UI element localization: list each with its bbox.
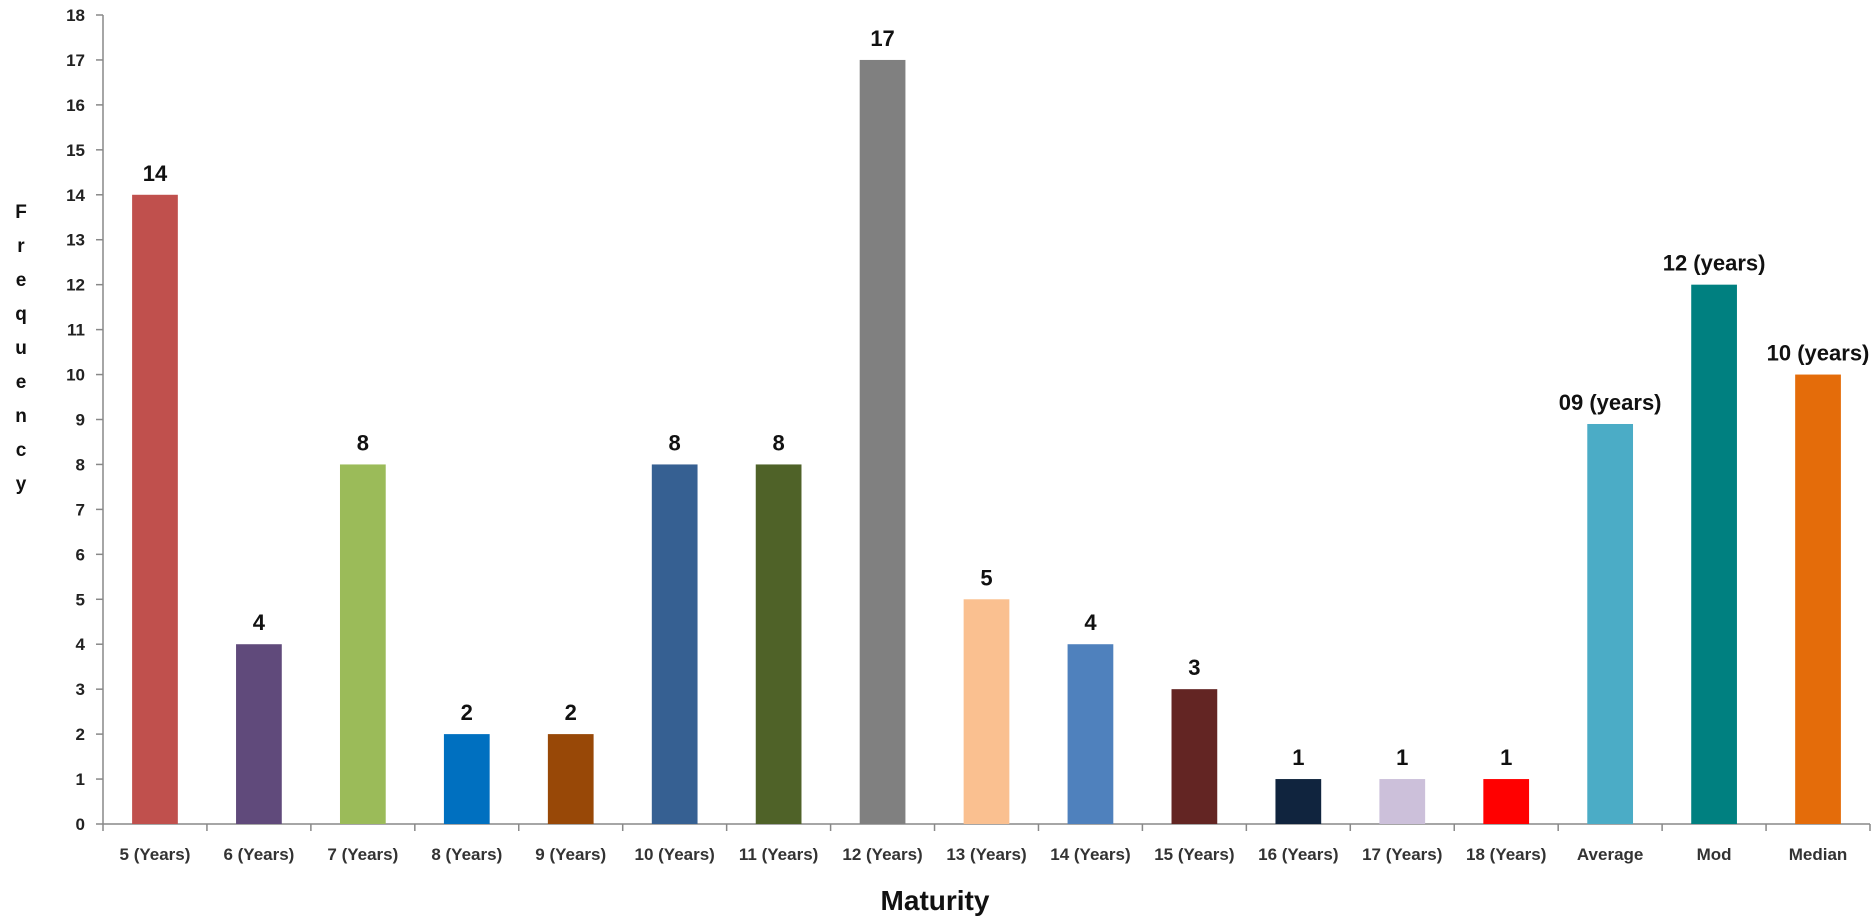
bar [339, 464, 386, 824]
x-tick-label: 17 (Years) [1362, 845, 1442, 864]
x-tick-label: 10 (Years) [635, 845, 715, 864]
x-axis: 5 (Years) 6 (Years) 7 (Years) 8 (Years) 9 (Y… [102, 823, 1871, 864]
data-label: 2 [461, 700, 473, 725]
y-tick-label: 13 [66, 231, 85, 250]
data-label: 3 [1188, 655, 1200, 680]
y-tick-label: 3 [76, 680, 85, 699]
y-tick-label: 7 [76, 500, 85, 519]
y-tick-label: 15 [66, 141, 85, 160]
x-tick-label: 7 (Years) [327, 845, 398, 864]
data-label: 17 [870, 26, 894, 51]
y-tick-label: 18 [66, 6, 85, 25]
x-tick-label: Median [1789, 845, 1848, 864]
data-label: 8 [772, 430, 784, 455]
y-tick-label: 1 [76, 770, 85, 789]
bar [1275, 779, 1322, 824]
y-axis-label-letter: e [16, 270, 27, 291]
data-label: 4 [1084, 610, 1097, 635]
data-label: 4 [253, 610, 266, 635]
y-tick-label: 4 [76, 635, 86, 654]
y-axis-label-letter: e [16, 372, 27, 393]
bar [132, 194, 178, 824]
bar [859, 59, 906, 824]
x-axis-label: Maturity [881, 885, 990, 916]
x-tick-label: 12 (Years) [842, 845, 922, 864]
data-label: 5 [980, 565, 992, 590]
x-tick-label: 8 (Years) [431, 845, 502, 864]
data-label: 10 (years) [1767, 341, 1870, 366]
y-tick-label: 6 [76, 545, 85, 564]
y-tick-label: 0 [76, 815, 85, 834]
bar [1795, 374, 1841, 824]
bar [1067, 644, 1114, 824]
y-tick-label: 8 [76, 455, 85, 474]
bar [651, 464, 698, 824]
bar [1171, 689, 1218, 824]
data-label: 14 [143, 161, 168, 186]
data-label: 8 [669, 430, 681, 455]
y-axis-label-letter: r [17, 236, 25, 257]
y-tick-label: 12 [66, 276, 85, 295]
x-tick-label: 6 (Years) [223, 845, 294, 864]
data-label: 2 [565, 700, 577, 725]
bar [1587, 423, 1634, 824]
data-labels-group: 14 4 8 2 2 8 8 17 5 4 3 1 1 1 09 (years) 12 (years) 10 (… [143, 26, 1870, 770]
y-tick-label: 17 [66, 51, 85, 70]
x-tick-label: 14 (Years) [1050, 845, 1130, 864]
data-label: 8 [357, 430, 369, 455]
x-tick-label: Mod [1697, 845, 1732, 864]
y-tick-label: 5 [76, 590, 85, 609]
bar [755, 464, 802, 824]
bar [1691, 284, 1737, 825]
y-axis-label-letter: u [15, 338, 27, 359]
y-axis-label-letter: c [16, 440, 27, 461]
bar [1483, 779, 1530, 824]
y-tick-label: 16 [66, 96, 85, 115]
data-label: 12 (years) [1663, 251, 1766, 276]
data-label: 1 [1500, 745, 1512, 770]
x-tick-label: 15 (Years) [1154, 845, 1234, 864]
y-axis-label-letter: n [15, 406, 27, 427]
bar [963, 599, 1010, 824]
data-label: 1 [1292, 745, 1304, 770]
y-axis-label-letter: q [15, 304, 27, 325]
data-label: 1 [1396, 745, 1408, 770]
x-tick-label: 16 (Years) [1258, 845, 1338, 864]
bar [443, 734, 490, 824]
y-tick-label: 9 [76, 411, 85, 430]
bar [547, 734, 594, 824]
y-tick-label: 14 [66, 186, 85, 205]
y-tick-label: 11 [67, 321, 85, 340]
data-label: 09 (years) [1559, 390, 1662, 415]
y-tick-label: 10 [66, 366, 85, 385]
x-tick-label: 18 (Years) [1466, 845, 1546, 864]
bar [1379, 779, 1426, 824]
y-axis-label-letter: y [16, 474, 27, 495]
y-axis-label-letter: F [15, 202, 27, 223]
x-tick-label: 9 (Years) [535, 845, 606, 864]
bars-group [132, 59, 1841, 825]
x-tick-label: 13 (Years) [946, 845, 1026, 864]
bar [236, 644, 282, 824]
x-tick-label: Average [1577, 845, 1643, 864]
x-tick-label: 11 (Years) [739, 845, 818, 864]
y-tick-label: 2 [76, 725, 85, 744]
x-tick-label: 5 (Years) [120, 845, 191, 864]
